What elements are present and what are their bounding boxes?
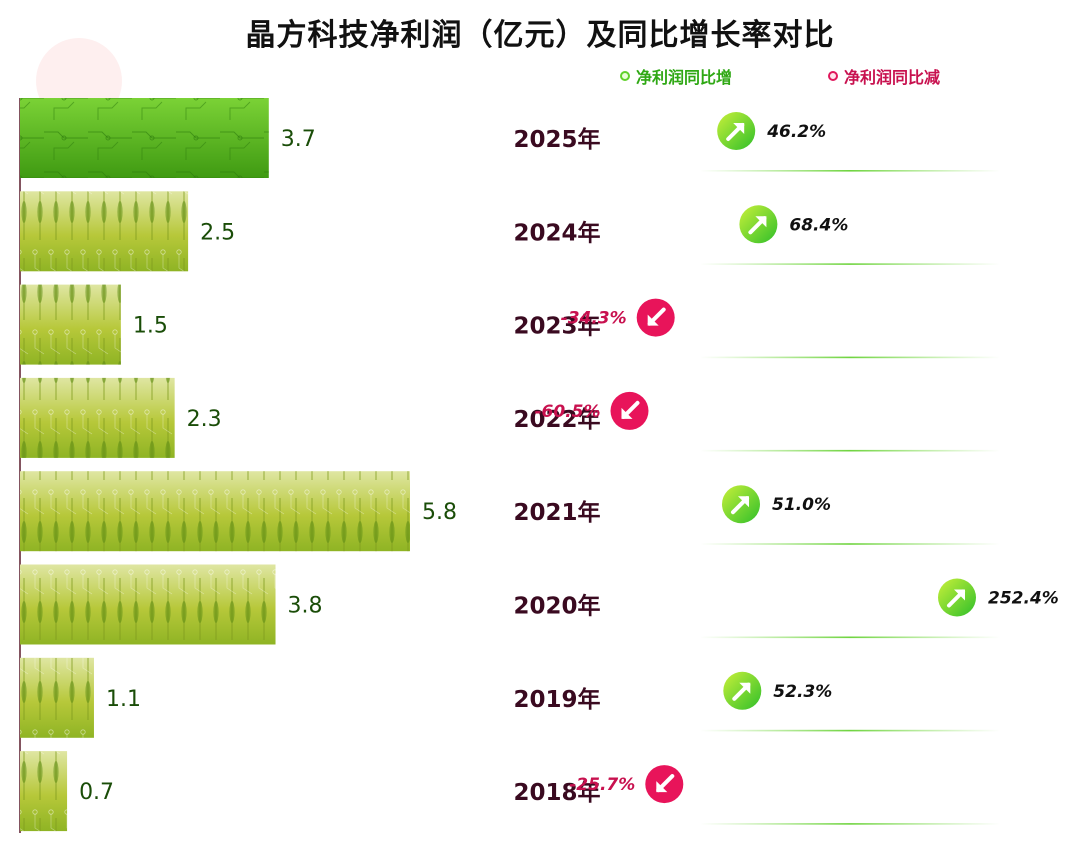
legend-dot-increase	[620, 71, 630, 81]
row-separator	[700, 356, 1000, 359]
chart-row: 2.5 2024年 68.4%	[20, 191, 1000, 272]
growth-rate-label: 52.3%	[773, 682, 832, 702]
arrow-up-right-icon	[726, 123, 745, 141]
row-separator	[700, 543, 1000, 545]
year-label: 2020年	[513, 593, 600, 620]
year-label: 2019年	[513, 686, 600, 713]
growth-rate-label: 68.4%	[789, 215, 848, 235]
chart-row: 1.5 2023年-34.3%	[20, 284, 1000, 365]
row-separator	[700, 449, 1000, 452]
growth-rate-label: -25.7%	[569, 775, 635, 795]
legend-dot-decrease	[828, 71, 838, 81]
profit-value-label: 2.3	[187, 407, 222, 432]
growth-rate-label: -34.3%	[561, 309, 627, 329]
row-separator	[700, 263, 1000, 265]
profit-bar-texture	[20, 191, 189, 272]
row-separator	[700, 823, 1000, 825]
row-separator	[700, 729, 1000, 732]
legend-item-increase: 净利润同比增	[620, 64, 732, 88]
arrow-head	[755, 216, 767, 228]
chart-row: 1.1 2019年 52.3%	[20, 657, 1000, 738]
profit-bar-texture	[20, 564, 276, 645]
profit-value-label: 5.8	[422, 500, 457, 525]
chart-row: 3.8 2020年 252.4%	[20, 564, 1059, 645]
arrow-down-left-icon	[656, 774, 675, 793]
chart-row: 3.7 2025年 46.2%	[20, 98, 1000, 178]
arrow-up-right-icon	[748, 216, 767, 235]
growth-rate-label: 46.2%	[766, 122, 826, 142]
year-label: 2023年	[513, 313, 600, 340]
legend-label-increase: 净利润同比增	[636, 68, 733, 87]
arrow-head	[733, 123, 745, 134]
profit-value-label: 1.5	[133, 314, 168, 339]
arrow-head	[647, 314, 659, 326]
year-label: 2021年	[513, 499, 600, 526]
arrow-head	[621, 407, 633, 419]
year-label: 2022年	[513, 406, 600, 433]
profit-bar-texture	[20, 751, 68, 832]
chart-row: 2.3 2022年-60.5%	[20, 377, 1000, 458]
growth-rate-label: 51.0%	[772, 495, 831, 515]
row-separator	[700, 170, 1000, 172]
profit-bar-texture	[20, 284, 121, 365]
arrow-head	[738, 496, 749, 508]
year-label: 2024年	[513, 219, 600, 246]
row-separator	[700, 636, 1000, 639]
profit-bar-texture	[20, 377, 175, 458]
profit-value-label: 1.1	[106, 687, 141, 712]
chart-row: 5.8 2021年 51.0%	[20, 471, 1000, 552]
profit-bar-texture	[20, 98, 269, 178]
chart-title: 晶方科技净利润（亿元）及同比增长率对比	[245, 18, 835, 53]
arrow-up-right-icon	[731, 496, 749, 515]
profit-value-label: 2.5	[200, 220, 235, 245]
growth-rate-label: 252.4%	[988, 589, 1059, 609]
arrow-down-left-icon	[621, 400, 640, 419]
profit-value-label: 3.7	[281, 127, 316, 152]
arrow-down-left-icon	[647, 307, 666, 326]
arrow-head	[739, 682, 751, 694]
legend-item-decrease: 净利润同比减	[828, 64, 940, 88]
profit-value-label: 3.8	[288, 594, 323, 619]
profit-bar-texture	[20, 471, 410, 552]
year-label: 2018年	[513, 779, 600, 806]
chart-row: 0.7 2018年-25.7%	[20, 751, 1000, 832]
arrow-up-right-icon	[947, 589, 965, 608]
legend-label-decrease: 净利润同比减	[844, 68, 941, 87]
growth-rate-label: -60.5%	[534, 402, 600, 422]
arrow-up-right-icon	[732, 682, 751, 701]
arrow-head	[954, 589, 965, 601]
profit-bar-texture	[20, 657, 94, 738]
year-label: 2025年	[513, 126, 600, 153]
profit-value-label: 0.7	[79, 780, 114, 805]
arrow-head	[656, 781, 668, 793]
